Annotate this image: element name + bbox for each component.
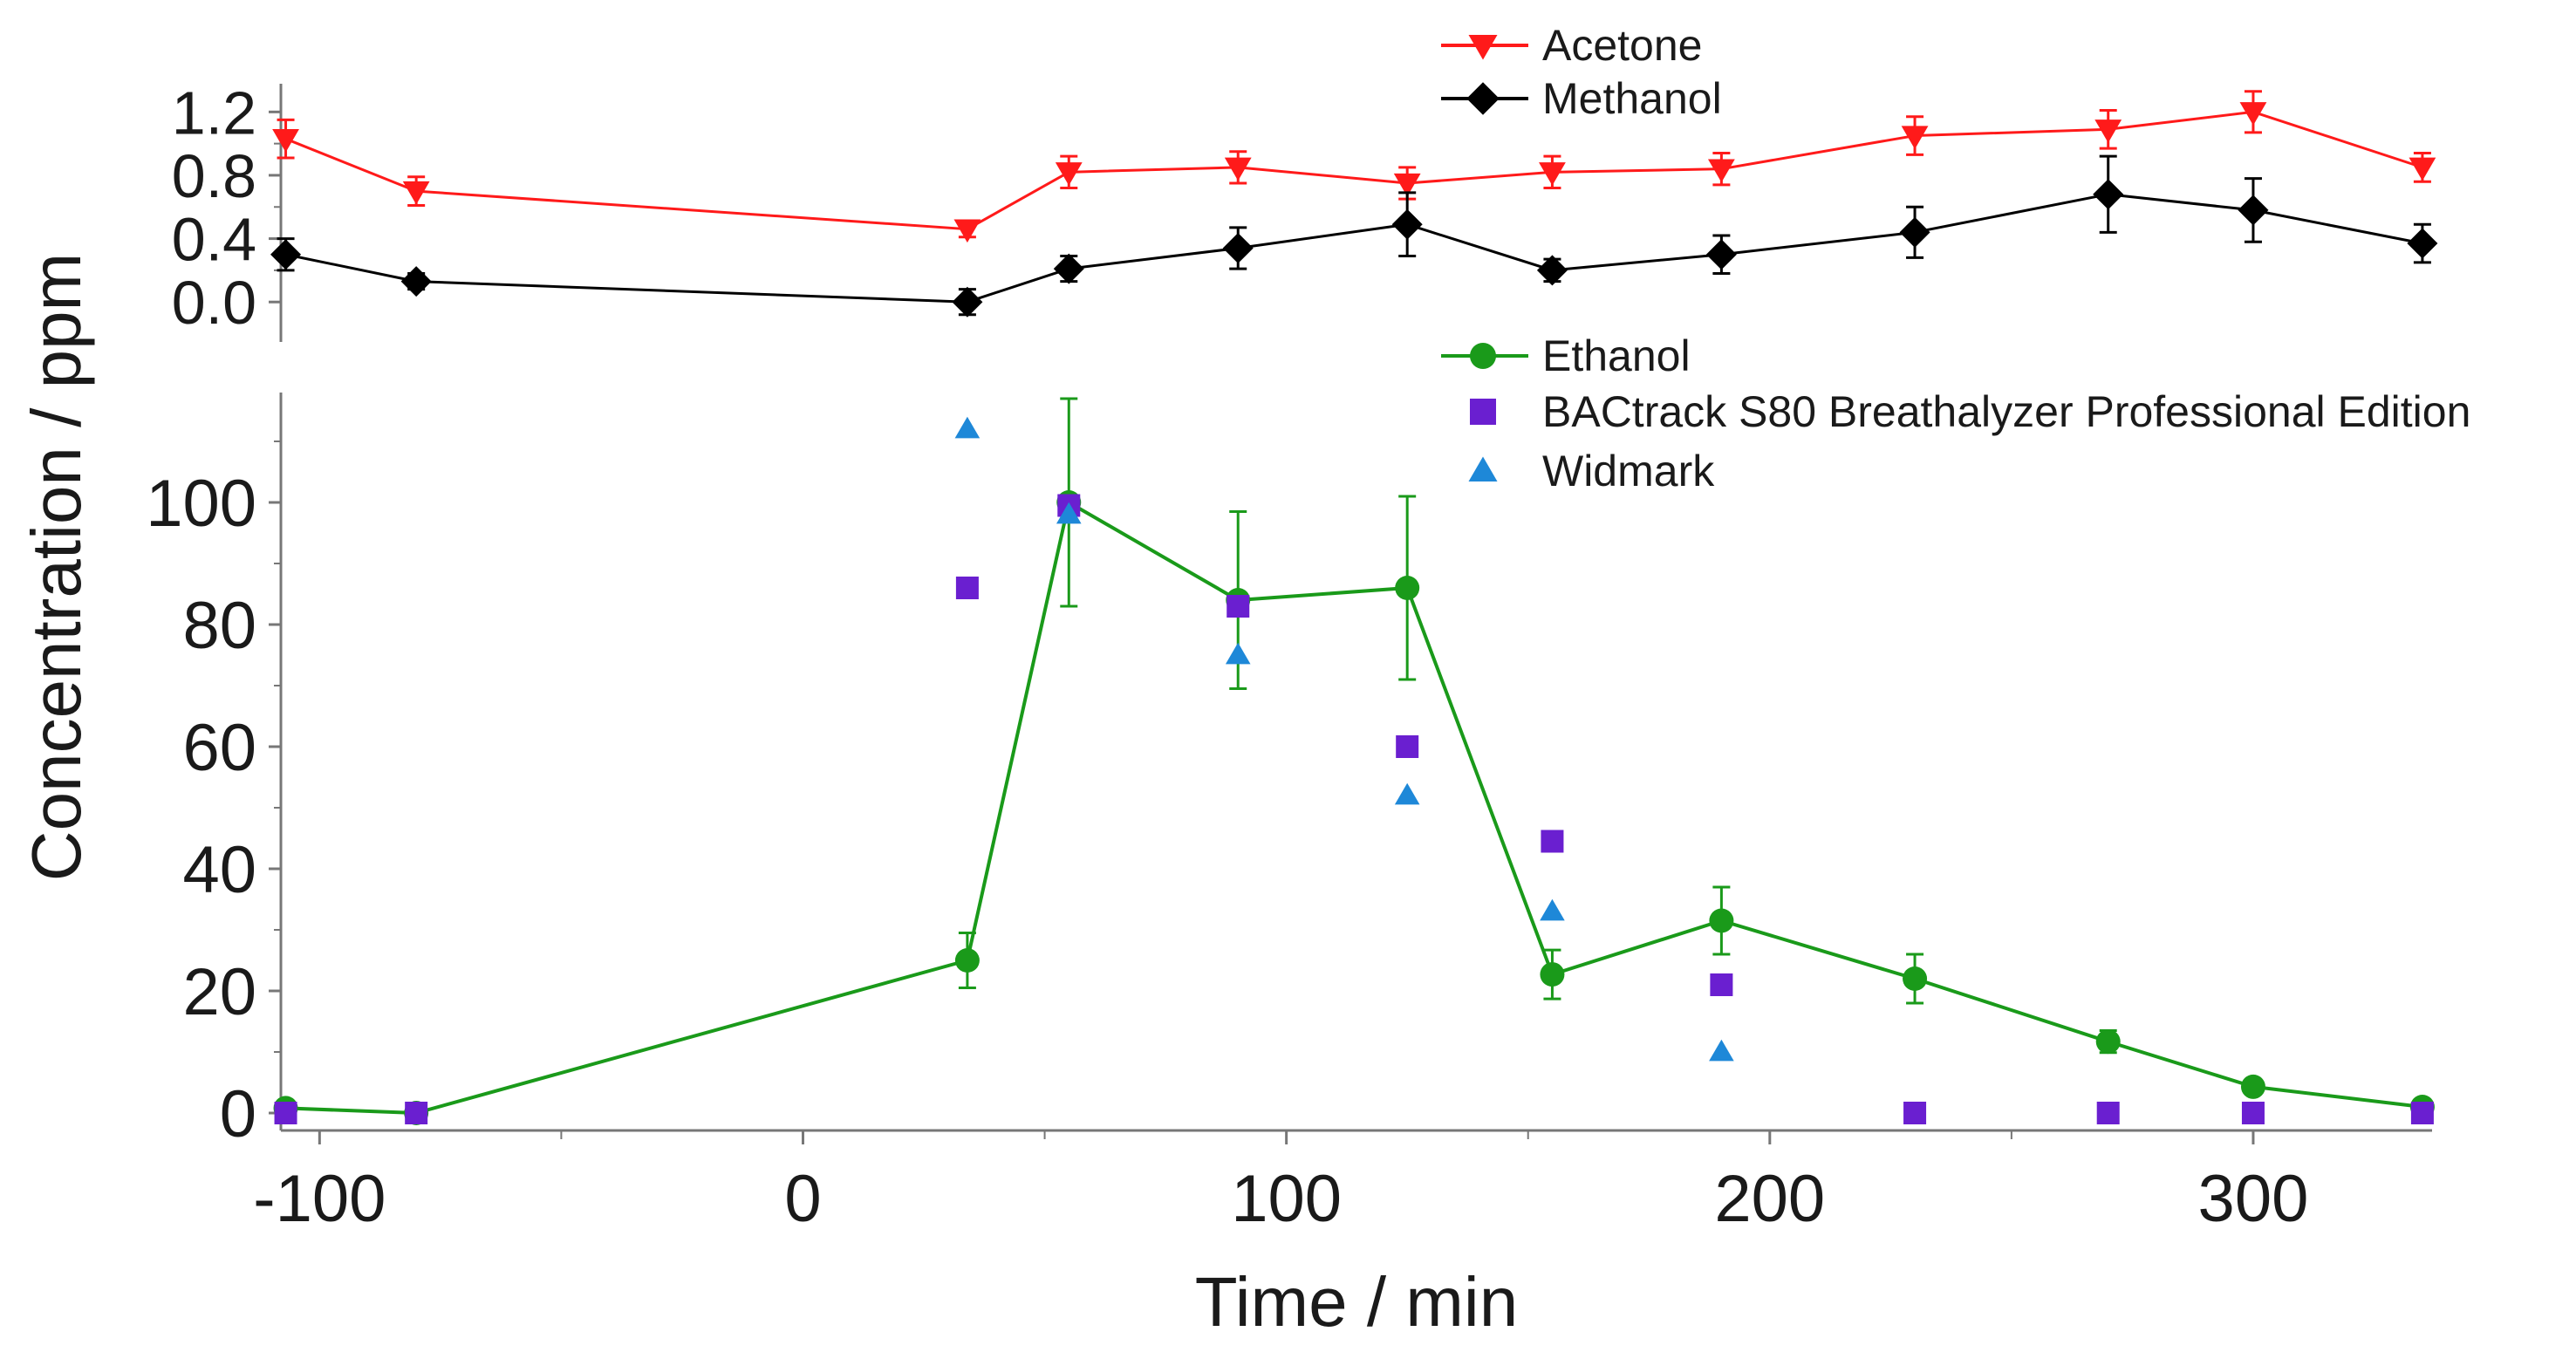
x-tick-label: -100 xyxy=(253,1162,386,1236)
bactrack-point xyxy=(1541,830,1564,853)
top-y-tick-label: 0.8 xyxy=(172,142,256,210)
x-tick-label: 100 xyxy=(1231,1162,1342,1236)
axes-layer: 0.00.40.81.2 0 20 40 60 80 100 -100 0 100 200 300 Ti… xyxy=(17,79,2432,1341)
legend-marker xyxy=(1470,399,1496,425)
bactrack-point xyxy=(2241,1102,2265,1124)
legend-label: Widmark xyxy=(1542,447,1715,495)
acetone-point xyxy=(272,128,299,153)
bactrack-point xyxy=(274,1102,297,1124)
bottom-series-ethanol xyxy=(273,397,2435,1125)
y-tick-label: 40 xyxy=(182,833,256,907)
bactrack-point xyxy=(955,577,979,599)
methanol-point xyxy=(952,286,983,318)
methanol-point xyxy=(2093,179,2124,210)
legend-marker xyxy=(1468,35,1498,60)
bactrack-point xyxy=(405,1102,428,1124)
legend-label: Acetone xyxy=(1542,21,1702,70)
ethanol-line xyxy=(285,501,2423,1115)
bactrack-point xyxy=(2410,1102,2434,1124)
widmark-point xyxy=(1540,898,1565,921)
widmark-point xyxy=(1225,642,1251,665)
acetone-point xyxy=(1901,126,1929,149)
ethanol-point xyxy=(1395,576,1420,600)
methanol-point xyxy=(400,266,432,297)
acetone-line xyxy=(284,110,2423,231)
legend-entry-bactrack: BACtrack S80 Breathalyzer Professional E… xyxy=(1470,387,2470,436)
acetone-point xyxy=(2239,102,2267,126)
legend-label: Methanol xyxy=(1542,74,1722,123)
ethanol-point xyxy=(2095,1029,2121,1055)
y-tick-label: 20 xyxy=(182,955,256,1029)
methanol-point xyxy=(1391,208,1423,240)
legend-marker xyxy=(1468,456,1498,481)
acetone-point xyxy=(2094,120,2122,143)
x-axis-title: Time / min xyxy=(1195,1263,1518,1341)
widmark-point xyxy=(954,416,981,439)
legend-marker xyxy=(1466,82,1500,115)
acetone-point xyxy=(1707,159,1735,183)
acetone-point xyxy=(953,219,981,243)
top-y-tick-label: 1.2 xyxy=(172,79,256,147)
y-tick-label: 80 xyxy=(182,589,256,663)
y-tick-label: 100 xyxy=(146,467,256,541)
x-tick-label: 300 xyxy=(2198,1162,2309,1236)
ethanol-point xyxy=(1540,962,1565,987)
ethanol-point xyxy=(2240,1074,2265,1099)
ethanol-point xyxy=(1709,908,1734,933)
x-tick-label: 200 xyxy=(1714,1162,1825,1236)
legend-entry-ethanol: Ethanol xyxy=(1441,331,1691,380)
ethanol-point xyxy=(954,948,980,973)
methanol-point xyxy=(1053,253,1084,284)
legend-label: Ethanol xyxy=(1542,331,1691,380)
methanol-point xyxy=(270,239,302,270)
legend-entry-widmark: Widmark xyxy=(1468,447,1715,495)
acetone-point xyxy=(1055,162,1083,186)
bactrack-point xyxy=(1227,595,1250,618)
top-series-methanol xyxy=(270,154,2438,318)
top-y-tick-label: 0.4 xyxy=(172,206,256,274)
methanol-point xyxy=(1536,255,1568,286)
bactrack-point xyxy=(1396,735,1419,758)
methanol-point xyxy=(2238,195,2269,226)
acetone-point xyxy=(1393,173,1421,197)
y-tick-label: 60 xyxy=(182,711,256,785)
acetone-point xyxy=(1224,157,1252,181)
y-tick-label: 0 xyxy=(220,1077,256,1151)
legend-entry-methanol: Methanol xyxy=(1441,74,1722,123)
bactrack-point xyxy=(2096,1102,2120,1124)
bactrack-point xyxy=(1710,973,1733,996)
methanol-line xyxy=(285,193,2423,304)
legend-entry-acetone: Acetone xyxy=(1441,21,1702,70)
series-layer xyxy=(270,90,2438,1125)
acetone-point xyxy=(1539,162,1566,186)
widmark-point xyxy=(1394,782,1420,805)
top-series-acetone xyxy=(272,90,2436,243)
bottom-series-widmark xyxy=(954,416,1734,1062)
legend-label: BACtrack S80 Breathalyzer Professional E… xyxy=(1542,387,2470,436)
bottom-series-bactrack xyxy=(274,494,2434,1124)
top-y-tick-label: 0.0 xyxy=(172,269,256,337)
widmark-point xyxy=(1709,1039,1734,1062)
acetone-point xyxy=(402,181,430,205)
methanol-point xyxy=(1705,239,1737,270)
ethanol-point xyxy=(1903,966,1928,991)
methanol-point xyxy=(1222,232,1254,263)
y-axis-title: Concentration / ppm xyxy=(17,253,95,881)
methanol-point xyxy=(2407,228,2438,259)
bactrack-point xyxy=(1903,1102,1927,1124)
legend-marker xyxy=(1470,343,1496,369)
x-tick-label: 0 xyxy=(784,1162,821,1236)
acetone-point xyxy=(2409,157,2436,181)
widmark-point xyxy=(1056,502,1082,524)
methanol-point xyxy=(1899,216,1930,248)
